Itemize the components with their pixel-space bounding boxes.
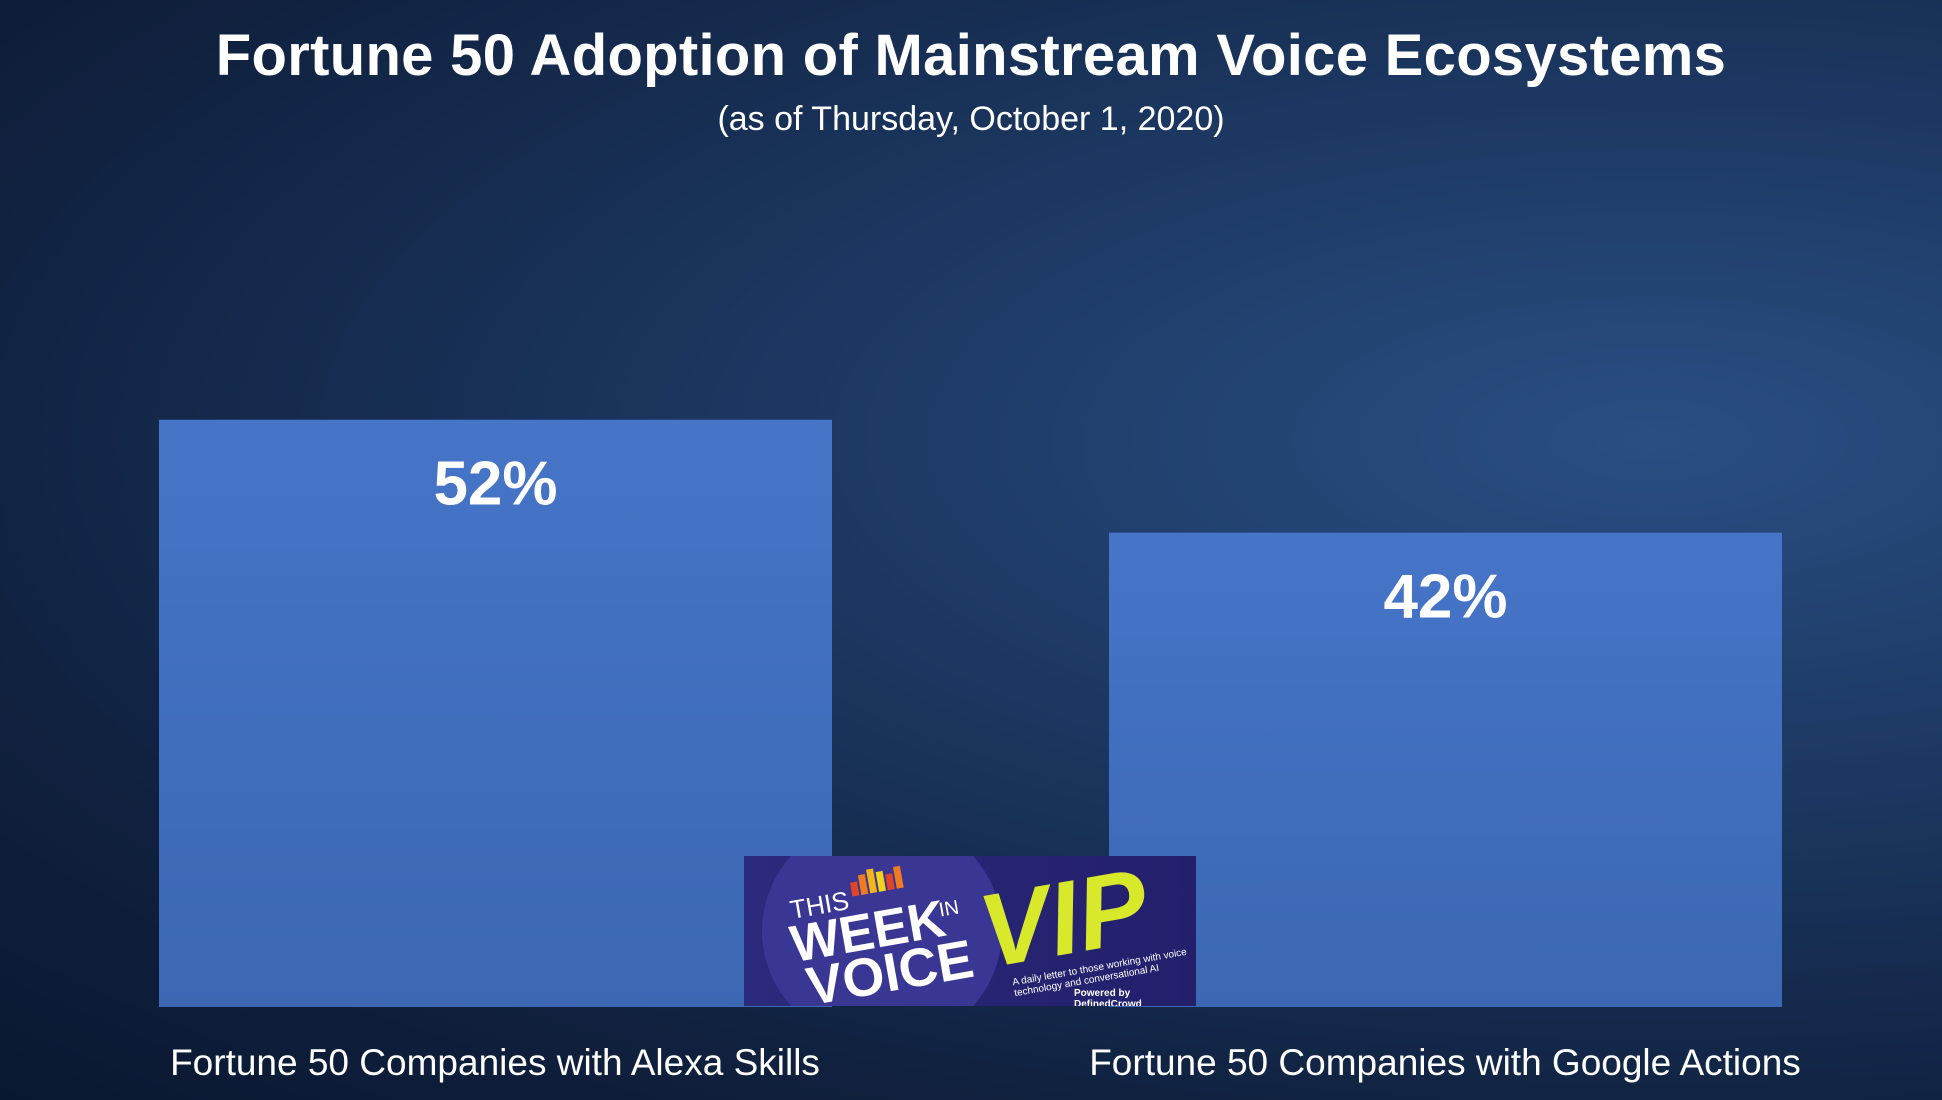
bar-value-label-1: 52% (433, 450, 557, 519)
this-week-in-voice-vip-logo: THIS WEEK IN VOICE VIP A daily letter to… (744, 856, 1196, 1006)
logo-in-text: IN (937, 896, 961, 922)
category-label-2: Fortune 50 Companies with Google Actions (1089, 1042, 1801, 1083)
bar-value-label-2: 42% (1383, 563, 1507, 632)
logo-powered-by: Powered by DefinedCrowd (1074, 988, 1142, 1006)
category-label-1: Fortune 50 Companies with Alexa Skills (170, 1042, 820, 1083)
bar-1 (159, 419, 832, 1007)
bar-2 (1109, 532, 1782, 1007)
chart-subtitle: (as of Thursday, October 1, 2020) (717, 100, 1225, 138)
chart-title: Fortune 50 Adoption of Mainstream Voice … (215, 23, 1727, 88)
